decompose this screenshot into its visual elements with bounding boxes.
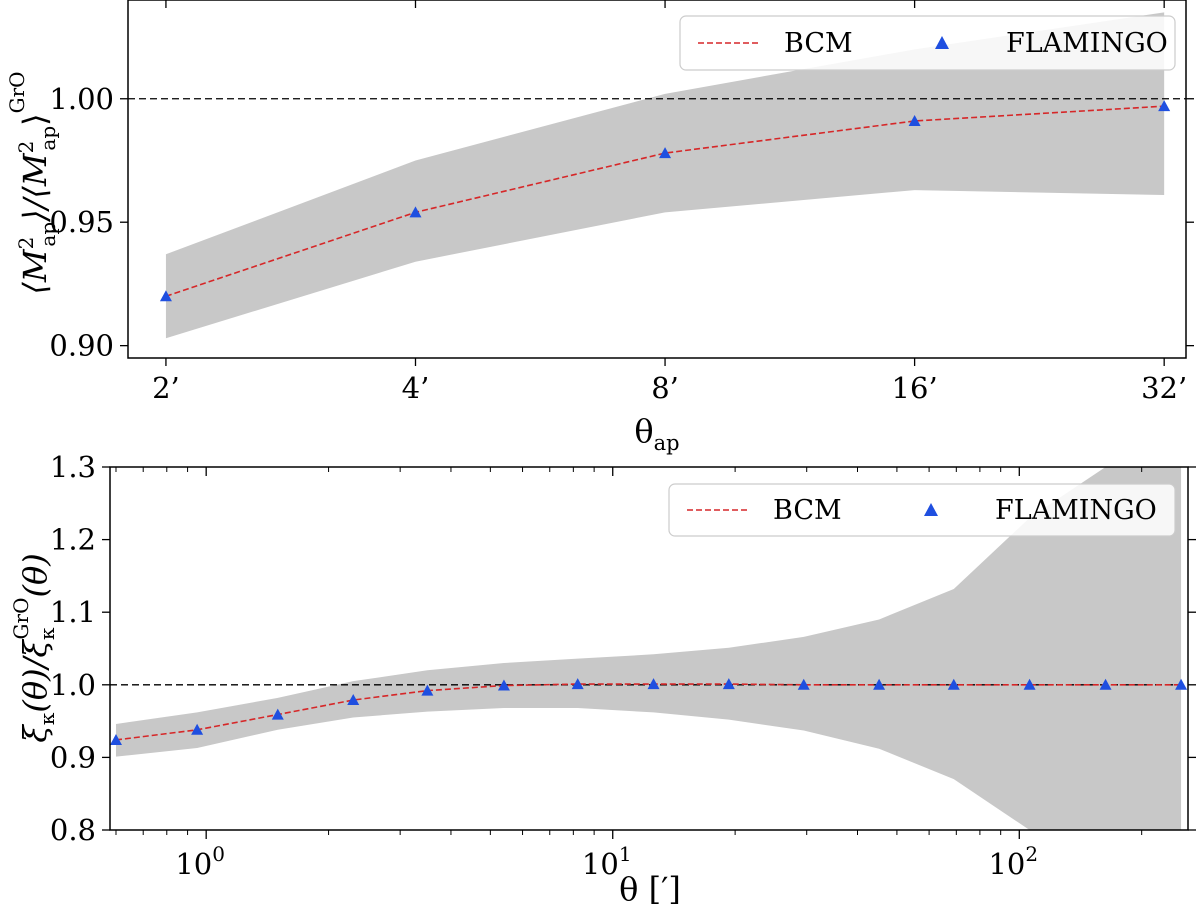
ylabel-kappa2: κ (35, 627, 59, 640)
flamingo-marker (659, 147, 672, 159)
x-tick-label: 32’ (1141, 371, 1187, 405)
ylabel-close: (θ) (16, 553, 54, 597)
flamingo-marker (947, 678, 960, 690)
y-tick-label: 1.3 (50, 450, 96, 484)
y-tick-label: 0.95 (49, 205, 114, 239)
x-axis-label: θap (634, 412, 679, 455)
legend-box (679, 15, 1176, 71)
x-tick-exponent: 2 (1025, 842, 1038, 866)
flamingo-marker (347, 694, 360, 706)
ylabel-kappa: κ (35, 712, 59, 725)
x-tick-label: 2’ (152, 371, 180, 405)
flamingo-marker (271, 708, 284, 720)
x-tick-exponent: 0 (212, 842, 225, 866)
flamingo-marker (409, 206, 422, 218)
flamingo-marker (421, 684, 434, 696)
axes-frame (127, 0, 1187, 359)
x-tick-label: 102 (988, 842, 1038, 881)
x-tick-exponent: 1 (619, 842, 632, 866)
ylabel-sup2: 2 (14, 141, 38, 154)
y-tick-label: 0.90 (49, 329, 114, 363)
flamingo-marker (1158, 100, 1171, 112)
x-tick-label: 16’ (892, 371, 938, 405)
y-tick-label: 1.1 (50, 595, 96, 629)
y-tick-label: 1.2 (50, 523, 96, 557)
flamingo-marker (109, 733, 122, 745)
flamingo-marker (497, 679, 510, 691)
flamingo-marker (571, 678, 584, 690)
ylabel-close: ⟩ (16, 113, 54, 125)
uncertainty-band (165, 12, 1165, 339)
flamingo-marker (797, 678, 810, 690)
y-tick-label: 0.8 (50, 813, 96, 847)
x-tick-label: 100 (175, 842, 225, 881)
uncertainty-band (115, 467, 1182, 830)
y-axis-label: ⟨M2ap⟩/⟨M2ap⟩GrO (5, 71, 60, 294)
x-axis-label: θ [′] (619, 870, 681, 908)
flamingo-marker (1175, 678, 1188, 690)
flamingo-marker (873, 678, 886, 690)
legend-bcm-label: BCM (784, 28, 853, 59)
legend-bcm-label: BCM (773, 495, 842, 526)
ylabel-open: ⟨M (16, 248, 54, 294)
bcm-series-line (165, 105, 1165, 298)
top-panel: 0.900.951.002’ 4’ 8’ 16’ 32’θap⟨M2ap⟩/⟨M2ap⟩… (5, 0, 1194, 455)
legend-flamingo-swatch (924, 503, 938, 516)
ylabel-xi: ξ (16, 724, 54, 743)
flamingo-marker (1099, 678, 1112, 690)
axes-frame (109, 466, 1189, 831)
ylabel-sub2: ap (36, 126, 60, 151)
x-axis-label-sub: ap (654, 431, 680, 455)
ylabel-sup: 2 (14, 237, 38, 250)
legend-box (668, 483, 1176, 537)
ylabel-sub: ap (36, 222, 60, 247)
y-tick-label: 0.9 (50, 740, 96, 774)
flamingo-marker (1023, 678, 1036, 690)
ylabel-gro: GrO (5, 71, 29, 113)
flamingo-marker (191, 723, 204, 735)
flamingo-marker (159, 290, 172, 302)
legend-flamingo-label: FLAMINGO (995, 495, 1157, 526)
ylabel-mid: (θ)/ξ (16, 639, 54, 713)
x-tick-label: 8’ (651, 371, 679, 405)
flamingo-marker (908, 114, 921, 126)
ylabel-mid: ⟩/⟨M (16, 152, 54, 223)
flamingo-marker (647, 678, 660, 690)
y-tick-label: 1.00 (49, 82, 114, 116)
x-tick-label: 4’ (402, 371, 430, 405)
legend-flamingo-label: FLAMINGO (1006, 28, 1168, 59)
y-tick-label: 1.0 (50, 668, 96, 702)
legend-flamingo-swatch (935, 36, 949, 49)
ylabel-gro: GrO (9, 598, 33, 640)
flamingo-marker (722, 678, 735, 690)
y-axis-label: ξκ(θ)/ξκGrO(θ) (9, 553, 59, 742)
